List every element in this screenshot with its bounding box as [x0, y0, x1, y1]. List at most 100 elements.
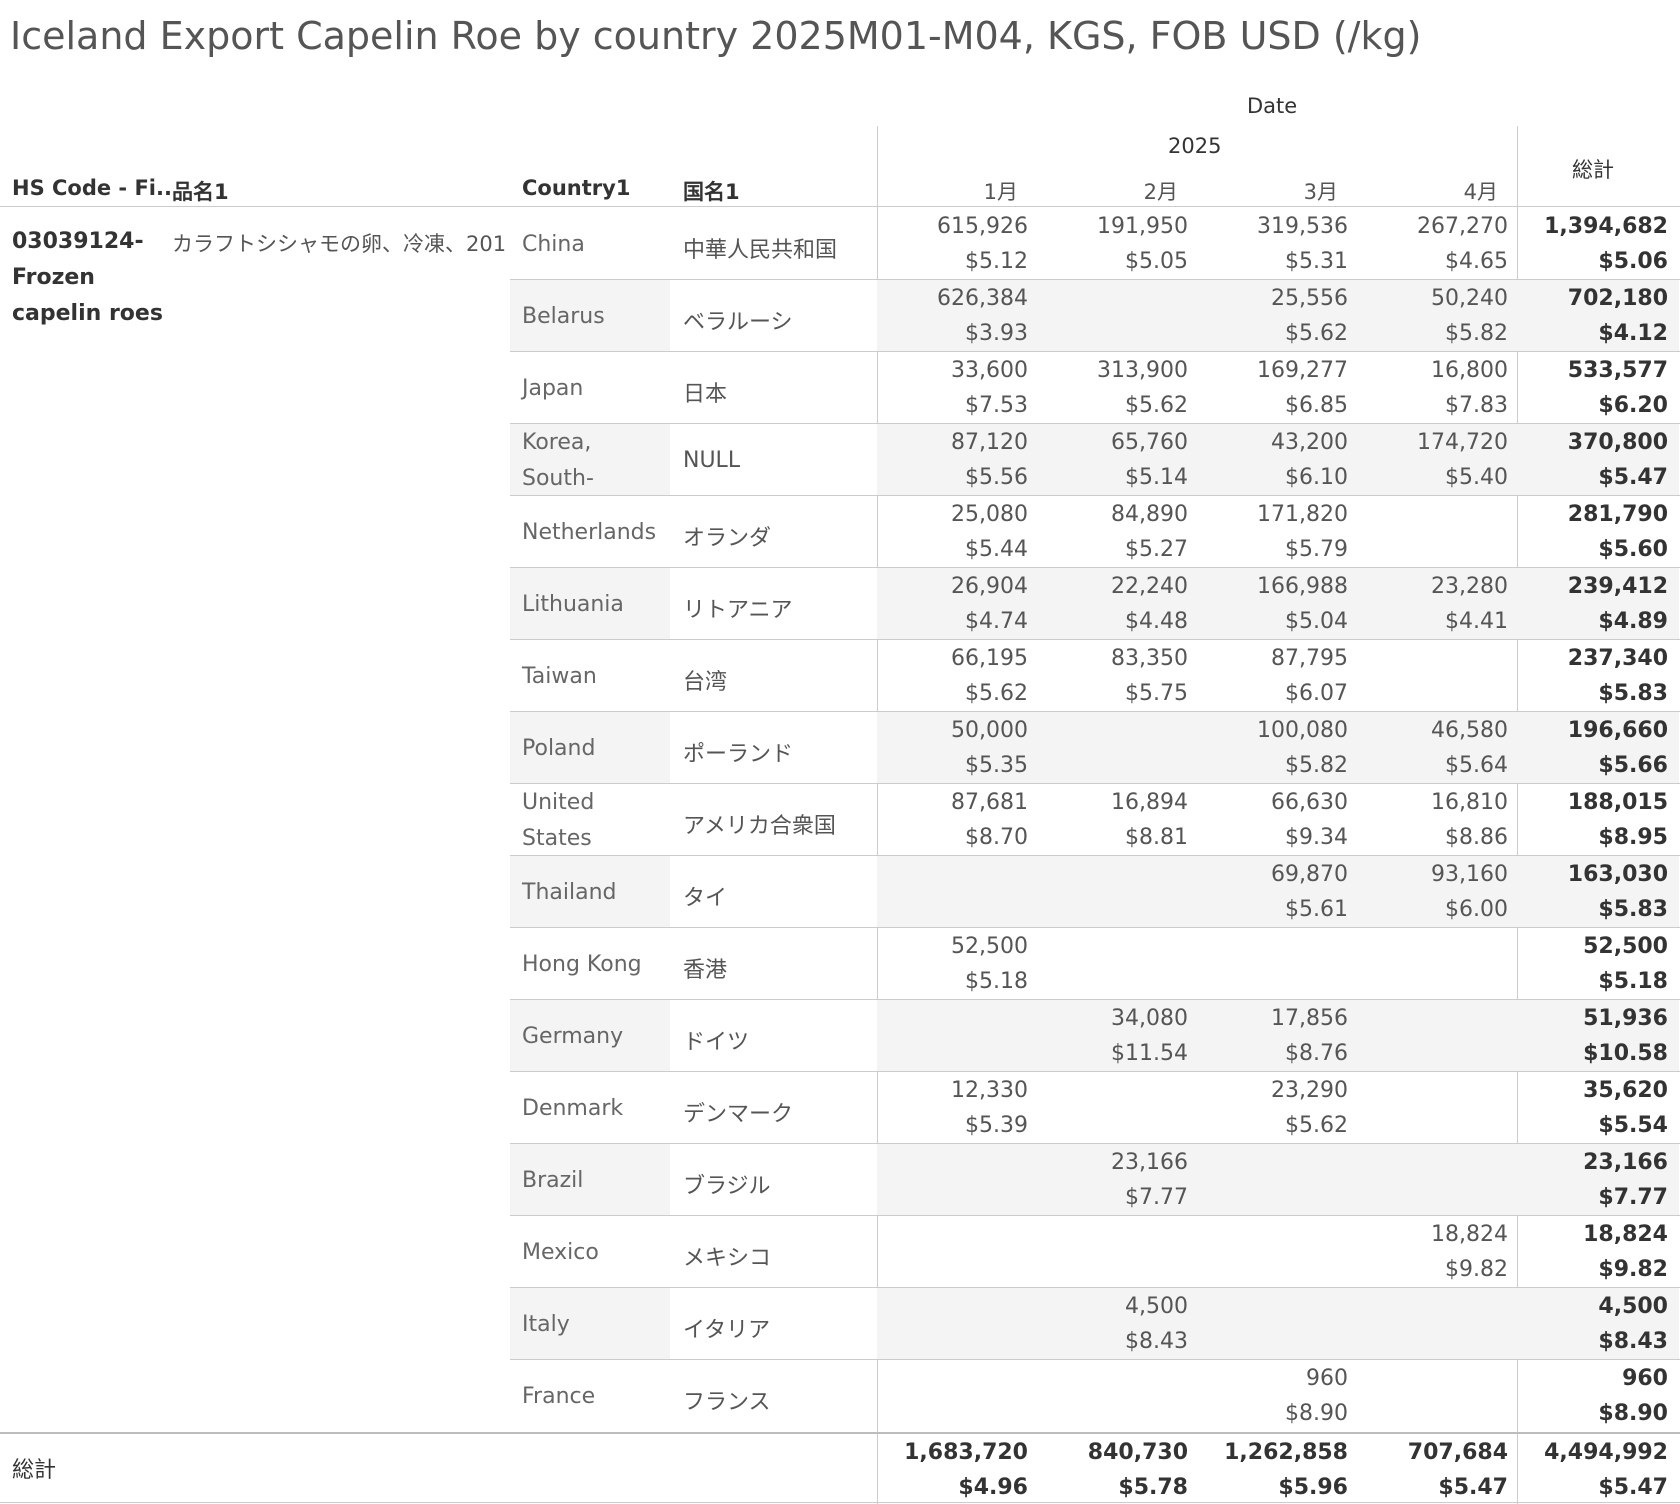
- country-name: Thailand: [522, 880, 617, 905]
- usd-value-mar: $5.79: [1285, 537, 1348, 562]
- usd-value-total: $8.43: [1598, 1329, 1668, 1354]
- kg-value-mar: 69,870: [1271, 862, 1348, 887]
- country-name-ja: 中華人民共和国: [683, 238, 838, 263]
- country-name: Germany: [522, 1024, 624, 1049]
- usd-value-mar: $5.04: [1285, 609, 1348, 634]
- country-name-ja: イタリア: [683, 1318, 771, 1343]
- kg-value-jan: 25,080: [951, 502, 1028, 527]
- kg-value-feb: 65,760: [1111, 430, 1188, 455]
- row-shade: [877, 1000, 1679, 1072]
- usd-value-feb: $8.81: [1125, 825, 1188, 850]
- kg-value-mar: 17,856: [1271, 1006, 1348, 1031]
- country-name: Korea, South-: [522, 430, 594, 491]
- kg-value-total: 1,394,682: [1544, 214, 1668, 239]
- row-divider: [510, 351, 1680, 352]
- usd-value-total: $5.47: [1598, 465, 1668, 490]
- row-shade: [877, 424, 1679, 496]
- country-name-ja: ポーランド: [683, 742, 794, 767]
- month-header-jan: 1月: [983, 180, 1018, 204]
- country-name-ja: オランダ: [683, 526, 772, 551]
- kg-value-jan: 87,120: [951, 430, 1028, 455]
- usd-value-apr: $4.65: [1445, 249, 1508, 274]
- usd-value-jan: $5.56: [965, 465, 1028, 490]
- country-name-ja: フランス: [683, 1390, 771, 1415]
- row-divider: [510, 1215, 1680, 1216]
- country-name: Italy: [522, 1312, 570, 1337]
- usd-value-feb: $5.27: [1125, 537, 1188, 562]
- country-name: Taiwan: [522, 664, 597, 689]
- usd-value-mar: $5.82: [1285, 753, 1348, 778]
- kg-value-total: 196,660: [1567, 718, 1668, 743]
- kg-value-jan: 26,904: [951, 574, 1028, 599]
- kg-value-total: 281,790: [1567, 502, 1668, 527]
- kg-value-jan: 50,000: [951, 718, 1028, 743]
- row-divider: [510, 855, 1680, 856]
- usd-value-total: $5.60: [1598, 537, 1668, 562]
- hs-code-cell: 03039124-Frozen capelin roes: [12, 229, 163, 326]
- country-name-ja: ドイツ: [683, 1030, 750, 1055]
- usd-value-jan: $5.62: [965, 681, 1028, 706]
- usd-value-total: $5.83: [1598, 897, 1668, 922]
- country-name: France: [522, 1384, 596, 1409]
- bottom-divider: [0, 1502, 1680, 1503]
- product-name-cell: カラフトシシャモの卵、冷凍、2017..: [172, 232, 507, 256]
- usd-value-mar: $8.76: [1285, 1041, 1348, 1066]
- usd-value-mar: $9.34: [1285, 825, 1348, 850]
- kg-value-apr: 174,720: [1417, 430, 1508, 455]
- usd-value-total: $10.58: [1583, 1041, 1668, 1066]
- row-divider: [510, 783, 1680, 784]
- grand-total-kg-apr: 707,684: [1407, 1440, 1508, 1465]
- kg-value-mar: 66,630: [1271, 790, 1348, 815]
- kg-value-apr: 267,270: [1417, 214, 1508, 239]
- grand-total-usd-apr: $5.47: [1438, 1475, 1508, 1500]
- country-name: Hong Kong: [522, 952, 642, 977]
- kg-value-total: 52,500: [1583, 934, 1668, 959]
- country-header: Country1: [522, 176, 631, 200]
- country-name-ja: リトアニア: [683, 598, 793, 623]
- usd-value-mar: $6.07: [1285, 681, 1348, 706]
- kg-value-total: 51,936: [1583, 1006, 1668, 1031]
- country-name-ja: NULL: [683, 448, 741, 473]
- total-column-divider: [1517, 126, 1518, 1504]
- usd-value-mar: $6.10: [1285, 465, 1348, 490]
- kg-value-mar: 166,988: [1257, 574, 1348, 599]
- country-name: Lithuania: [522, 592, 624, 617]
- usd-value-jan: $3.93: [965, 321, 1028, 346]
- kg-value-jan: 626,384: [937, 286, 1028, 311]
- kg-value-total: 702,180: [1567, 286, 1668, 311]
- kg-value-apr: 23,280: [1431, 574, 1508, 599]
- kg-value-feb: 16,894: [1111, 790, 1188, 815]
- row-shade-country: [510, 280, 670, 352]
- kg-value-total: 4,500: [1598, 1294, 1668, 1319]
- row-shade: [877, 856, 1679, 928]
- usd-value-total: $5.18: [1598, 969, 1668, 994]
- usd-value-jan: $5.18: [965, 969, 1028, 994]
- grand-total-divider: [0, 1432, 1680, 1434]
- usd-value-apr: $8.86: [1445, 825, 1508, 850]
- usd-value-apr: $4.41: [1445, 609, 1508, 634]
- kg-value-mar: 23,290: [1271, 1078, 1348, 1103]
- row-shade: [877, 1144, 1679, 1216]
- row-shade-country: [510, 568, 670, 640]
- usd-value-total: $4.89: [1598, 609, 1668, 634]
- usd-value-total: $5.83: [1598, 681, 1668, 706]
- usd-value-mar: $5.62: [1285, 321, 1348, 346]
- country-name-ja: タイ: [683, 886, 728, 911]
- usd-value-jan: $5.35: [965, 753, 1028, 778]
- grand-total-kg-total: 4,494,992: [1544, 1440, 1668, 1465]
- usd-value-total: $5.06: [1598, 249, 1668, 274]
- country-ja-header: 国名1: [683, 180, 740, 204]
- usd-value-total: $8.90: [1598, 1401, 1668, 1426]
- row-divider: [510, 927, 1680, 928]
- kg-value-mar: 319,536: [1257, 214, 1348, 239]
- usd-value-jan: $4.74: [965, 609, 1028, 634]
- usd-value-mar: $5.61: [1285, 897, 1348, 922]
- country-name: Poland: [522, 736, 596, 761]
- country-name: Japan: [522, 376, 584, 401]
- row-shade: [877, 712, 1679, 784]
- kg-value-mar: 960: [1306, 1366, 1348, 1391]
- row-shade: [877, 1288, 1679, 1360]
- row-divider: [510, 567, 1680, 568]
- row-divider: [510, 1143, 1680, 1144]
- data-left-divider: [877, 126, 878, 1504]
